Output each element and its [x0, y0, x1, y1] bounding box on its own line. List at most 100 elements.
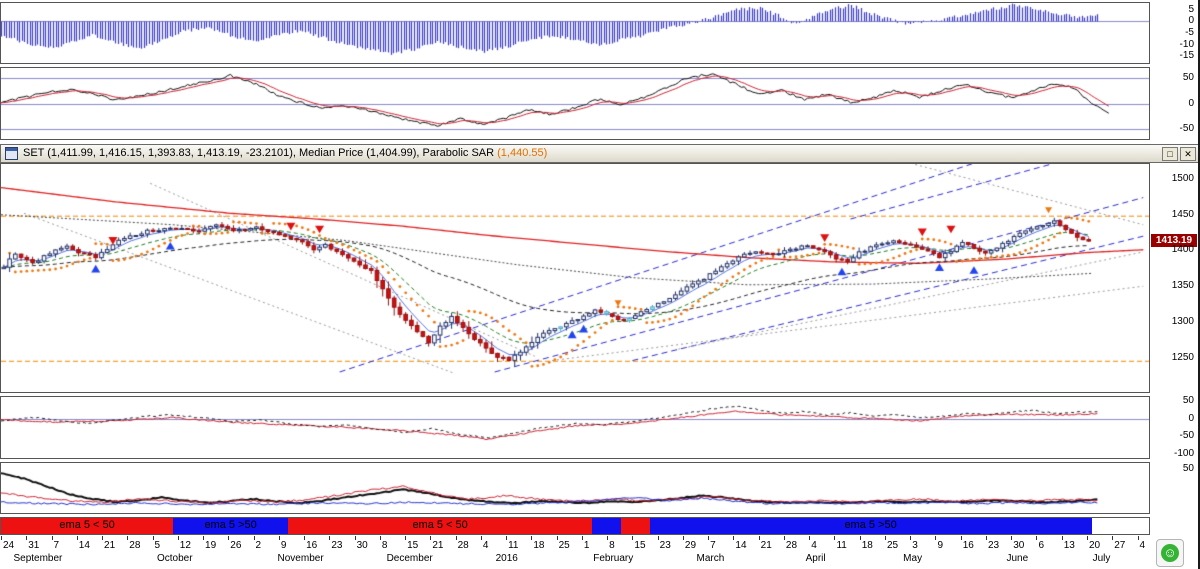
chart-title-main: SET (1,411.99, 1,416.15, 1,393.83, 1,413… [23, 147, 498, 159]
top-histogram-canvas[interactable] [1, 3, 1149, 63]
x-axis-month-label: 2016 [495, 553, 518, 564]
x-axis-day-label: 8 [381, 540, 388, 551]
x-axis-tick-mark [531, 536, 533, 540]
maximize-button[interactable]: □ [1162, 147, 1178, 161]
x-axis-day-label: 24 [3, 540, 15, 551]
x-axis-day-label: 21 [432, 540, 444, 551]
x-axis-day-label: 28 [785, 540, 798, 551]
x-axis-day-label: 23 [987, 540, 1000, 551]
x-axis-tick-mark [682, 536, 684, 540]
x-axis-tick-mark [203, 536, 205, 540]
x-axis-tick-mark [152, 536, 154, 540]
x-axis-day-label: 21 [760, 540, 772, 551]
date-axis: 24 31 7 14 21 28 5 12 19 26 2 9 16 23 30 8 15 21 28 4 11 18 25… [0, 536, 1200, 569]
ema-ribbon-segment [620, 518, 650, 534]
x-axis-day-label: 31 [28, 540, 40, 551]
x-axis-day-label: 18 [861, 540, 873, 551]
lower-oscillator-panel [0, 396, 1150, 459]
x-axis-tick-mark [960, 536, 962, 540]
price-chart-canvas[interactable] [1, 164, 1149, 392]
x-axis-day-label: 11 [836, 540, 847, 551]
x-axis-day-label: 25 [886, 540, 899, 551]
x-axis-day-label: 19 [205, 540, 217, 551]
ema-ribbon-segment: ema 5 >50 [649, 518, 1092, 534]
y-axis-tick-label: -100 [1173, 448, 1194, 460]
x-axis-day-label: 27 [1114, 540, 1126, 551]
trend-strength-canvas[interactable] [1, 463, 1149, 513]
x-axis-day-label: 14 [735, 540, 747, 551]
x-axis-day-label: 16 [306, 540, 318, 551]
x-axis-tick-mark [607, 536, 609, 540]
x-axis-tick-mark [1011, 536, 1013, 540]
x-axis-tick-mark [177, 536, 179, 540]
x-axis-tick-mark [379, 536, 381, 540]
x-axis-tick-mark [581, 536, 583, 540]
x-axis-day-label: 25 [558, 540, 570, 551]
chart-title-sar-value: (1,440.55) [497, 147, 548, 159]
x-axis-day-label: 13 [1063, 540, 1075, 551]
x-axis-tick-mark [127, 536, 129, 540]
y-axis-tick-label: 50 [1182, 394, 1194, 406]
window-icon [5, 147, 18, 160]
x-axis-day-label: 23 [659, 540, 671, 551]
x-axis-day-label: 30 [356, 540, 368, 551]
x-axis-day-label: 5 [154, 540, 161, 551]
x-axis-tick-mark [51, 536, 53, 540]
x-axis-day-label: 7 [710, 540, 716, 551]
x-axis-month-label: April [805, 553, 826, 564]
y-axis-tick-label: 0 [1188, 97, 1194, 109]
x-axis-day-label: 29 [684, 540, 697, 551]
x-axis-day-label: 20 [1089, 540, 1101, 551]
ema-ribbon-segment: ema 5 < 50 [1, 518, 174, 534]
x-axis-tick-mark [859, 536, 861, 540]
y-axis-tick-label: 1300 [1171, 315, 1194, 327]
y-axis-tick-label: -50 [1179, 122, 1194, 134]
y-axis-tick-label: -5 [1185, 27, 1194, 38]
x-axis-day-label: 15 [407, 540, 419, 551]
x-axis-month-label: October [156, 553, 193, 564]
x-axis-month-label: June [1006, 553, 1029, 564]
ema-ribbon-label: ema 5 < 50 [412, 519, 468, 531]
x-axis-tick-mark [1112, 536, 1114, 540]
oscillator-canvas[interactable] [1, 68, 1149, 139]
x-axis-tick-mark [278, 536, 280, 540]
x-axis-day-label: 9 [280, 540, 287, 551]
y-axis-tick-label: 50 [1182, 72, 1194, 84]
x-axis-day-label: 23 [331, 540, 343, 551]
x-axis-day-label: 15 [634, 540, 646, 551]
trend-strength-panel [0, 462, 1150, 514]
ema-ribbon-segment: ema 5 < 50 [288, 518, 593, 534]
x-axis-day-label: 4 [811, 540, 817, 551]
x-axis-tick-mark [354, 536, 356, 540]
x-axis-day-label: 4 [482, 540, 489, 551]
ema-ribbon-label: ema 5 >50 [844, 519, 897, 531]
y-axis-tick-label: 1500 [1171, 173, 1194, 184]
y-axis-tick-label: -50 [1179, 430, 1194, 442]
ema-ribbon-segment: ema 5 >50 [173, 518, 288, 534]
x-axis-tick-mark [657, 536, 659, 540]
ema-ribbon-segment [592, 518, 621, 534]
ema-ribbon: ema 5 < 50 ema 5 >50 ema 5 < 50 ema 5 >50 [0, 517, 1150, 535]
x-axis-day-label: 6 [1038, 540, 1045, 551]
y-axis-tick-label: 0 [1188, 15, 1194, 27]
x-axis-tick-mark [935, 536, 937, 540]
x-axis-day-label: 30 [1013, 540, 1025, 551]
ema-ribbon-label: ema 5 < 50 [59, 519, 115, 531]
chart-title-bar[interactable]: SET (1,411.99, 1,416.15, 1,393.83, 1,413… [0, 144, 1200, 163]
x-axis-tick-mark [455, 536, 457, 540]
lower-oscillator-canvas[interactable] [1, 397, 1149, 458]
x-axis-tick-mark [480, 536, 482, 540]
x-axis-tick-mark [1036, 536, 1038, 540]
x-axis-tick-mark [1087, 536, 1088, 540]
x-axis-tick-mark [102, 536, 104, 540]
close-button[interactable]: ✕ [1180, 147, 1196, 161]
top-histogram-panel [0, 2, 1150, 64]
x-axis-tick-mark [228, 536, 230, 540]
status-smiley-button[interactable]: ☺ [1156, 539, 1184, 567]
x-axis-day-label: 9 [937, 540, 944, 551]
x-axis-tick-mark [1, 536, 2, 540]
x-axis-day-label: 12 [179, 540, 191, 551]
x-axis-tick-mark [910, 536, 912, 540]
x-axis-day-label: 18 [533, 540, 545, 551]
y-axis-tick-label: 1400 [1171, 244, 1194, 256]
